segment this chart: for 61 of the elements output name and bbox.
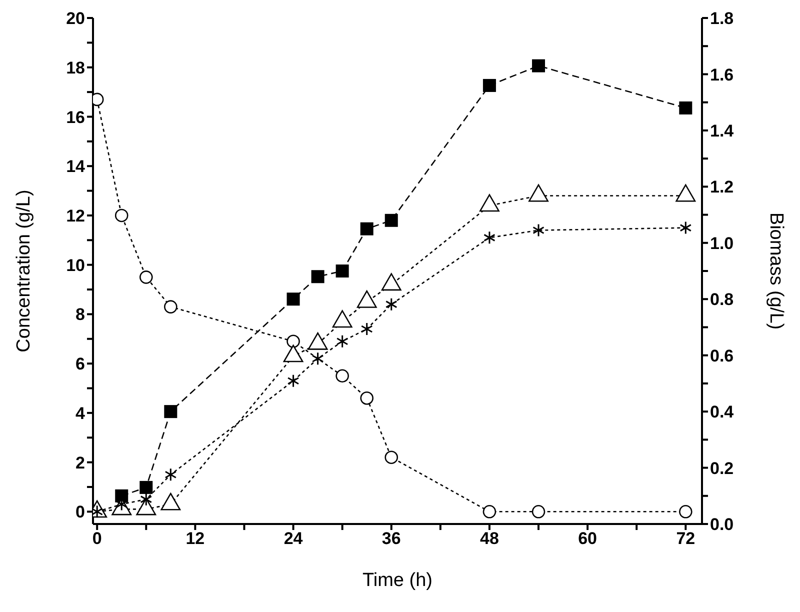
point [360,322,373,336]
y2-tick-label: 0.4 [710,402,734,422]
y-tick-label: 0 [76,502,85,522]
y-tick-label: 8 [76,305,85,324]
point [483,230,496,244]
point [140,492,152,506]
x-tick-label: 60 [578,529,598,548]
y-tick-label: 6 [76,354,85,374]
point [532,59,546,72]
point [482,505,496,518]
point [336,334,348,348]
y2-tick-label: 1.2 [710,178,734,197]
point [311,270,324,284]
y-tick-label: 16 [66,108,85,127]
y-tick-label: 18 [66,58,85,78]
y-axis-title: Concentration (g/L) [14,190,35,352]
y2-tick-label: 0.6 [710,346,734,366]
x-tick-label: 24 [284,529,304,548]
point [336,369,349,383]
point [679,505,692,518]
x-axis-title: Time (h) [362,570,433,591]
point [532,224,544,238]
y2-tick-label: 0.2 [710,458,734,478]
y2-tick-label: 1.4 [710,121,734,140]
x-tick-label: 12 [186,529,205,548]
x-tick-label: 72 [676,529,696,548]
y-tick-label: 14 [66,157,86,176]
point [286,334,300,348]
point [140,480,153,494]
x-tick-label: 48 [480,529,499,548]
point [312,352,324,366]
x-tick-label: 36 [382,529,401,548]
point [385,298,398,312]
y2-tick-label: 0.0 [710,515,734,534]
y2-tick-label: 0.8 [710,290,734,310]
point [164,468,177,482]
point [680,221,692,235]
point [532,505,546,518]
point [286,292,300,306]
point [384,450,398,464]
point [336,264,349,278]
point [287,374,300,388]
y-tick-label: 12 [66,206,85,226]
y2-tick-label: 1.8 [710,9,734,28]
y-tick-label: 20 [66,9,85,28]
point [482,78,496,92]
point [679,101,692,114]
y2-tick-label: 1.0 [710,234,734,253]
y-tick-label: 10 [66,256,85,275]
y-tick-label: 4 [76,404,86,423]
point [164,405,178,418]
point [384,214,398,227]
point [114,208,128,222]
point [360,222,374,236]
point [139,270,153,284]
x-tick-label: 0 [92,529,102,548]
y-tick-label: 2 [76,453,85,472]
point [164,300,178,314]
y2-tick-label: 1.6 [710,65,734,84]
point [360,391,374,405]
y2-axis-title: Biomass (g/L) [765,212,786,330]
